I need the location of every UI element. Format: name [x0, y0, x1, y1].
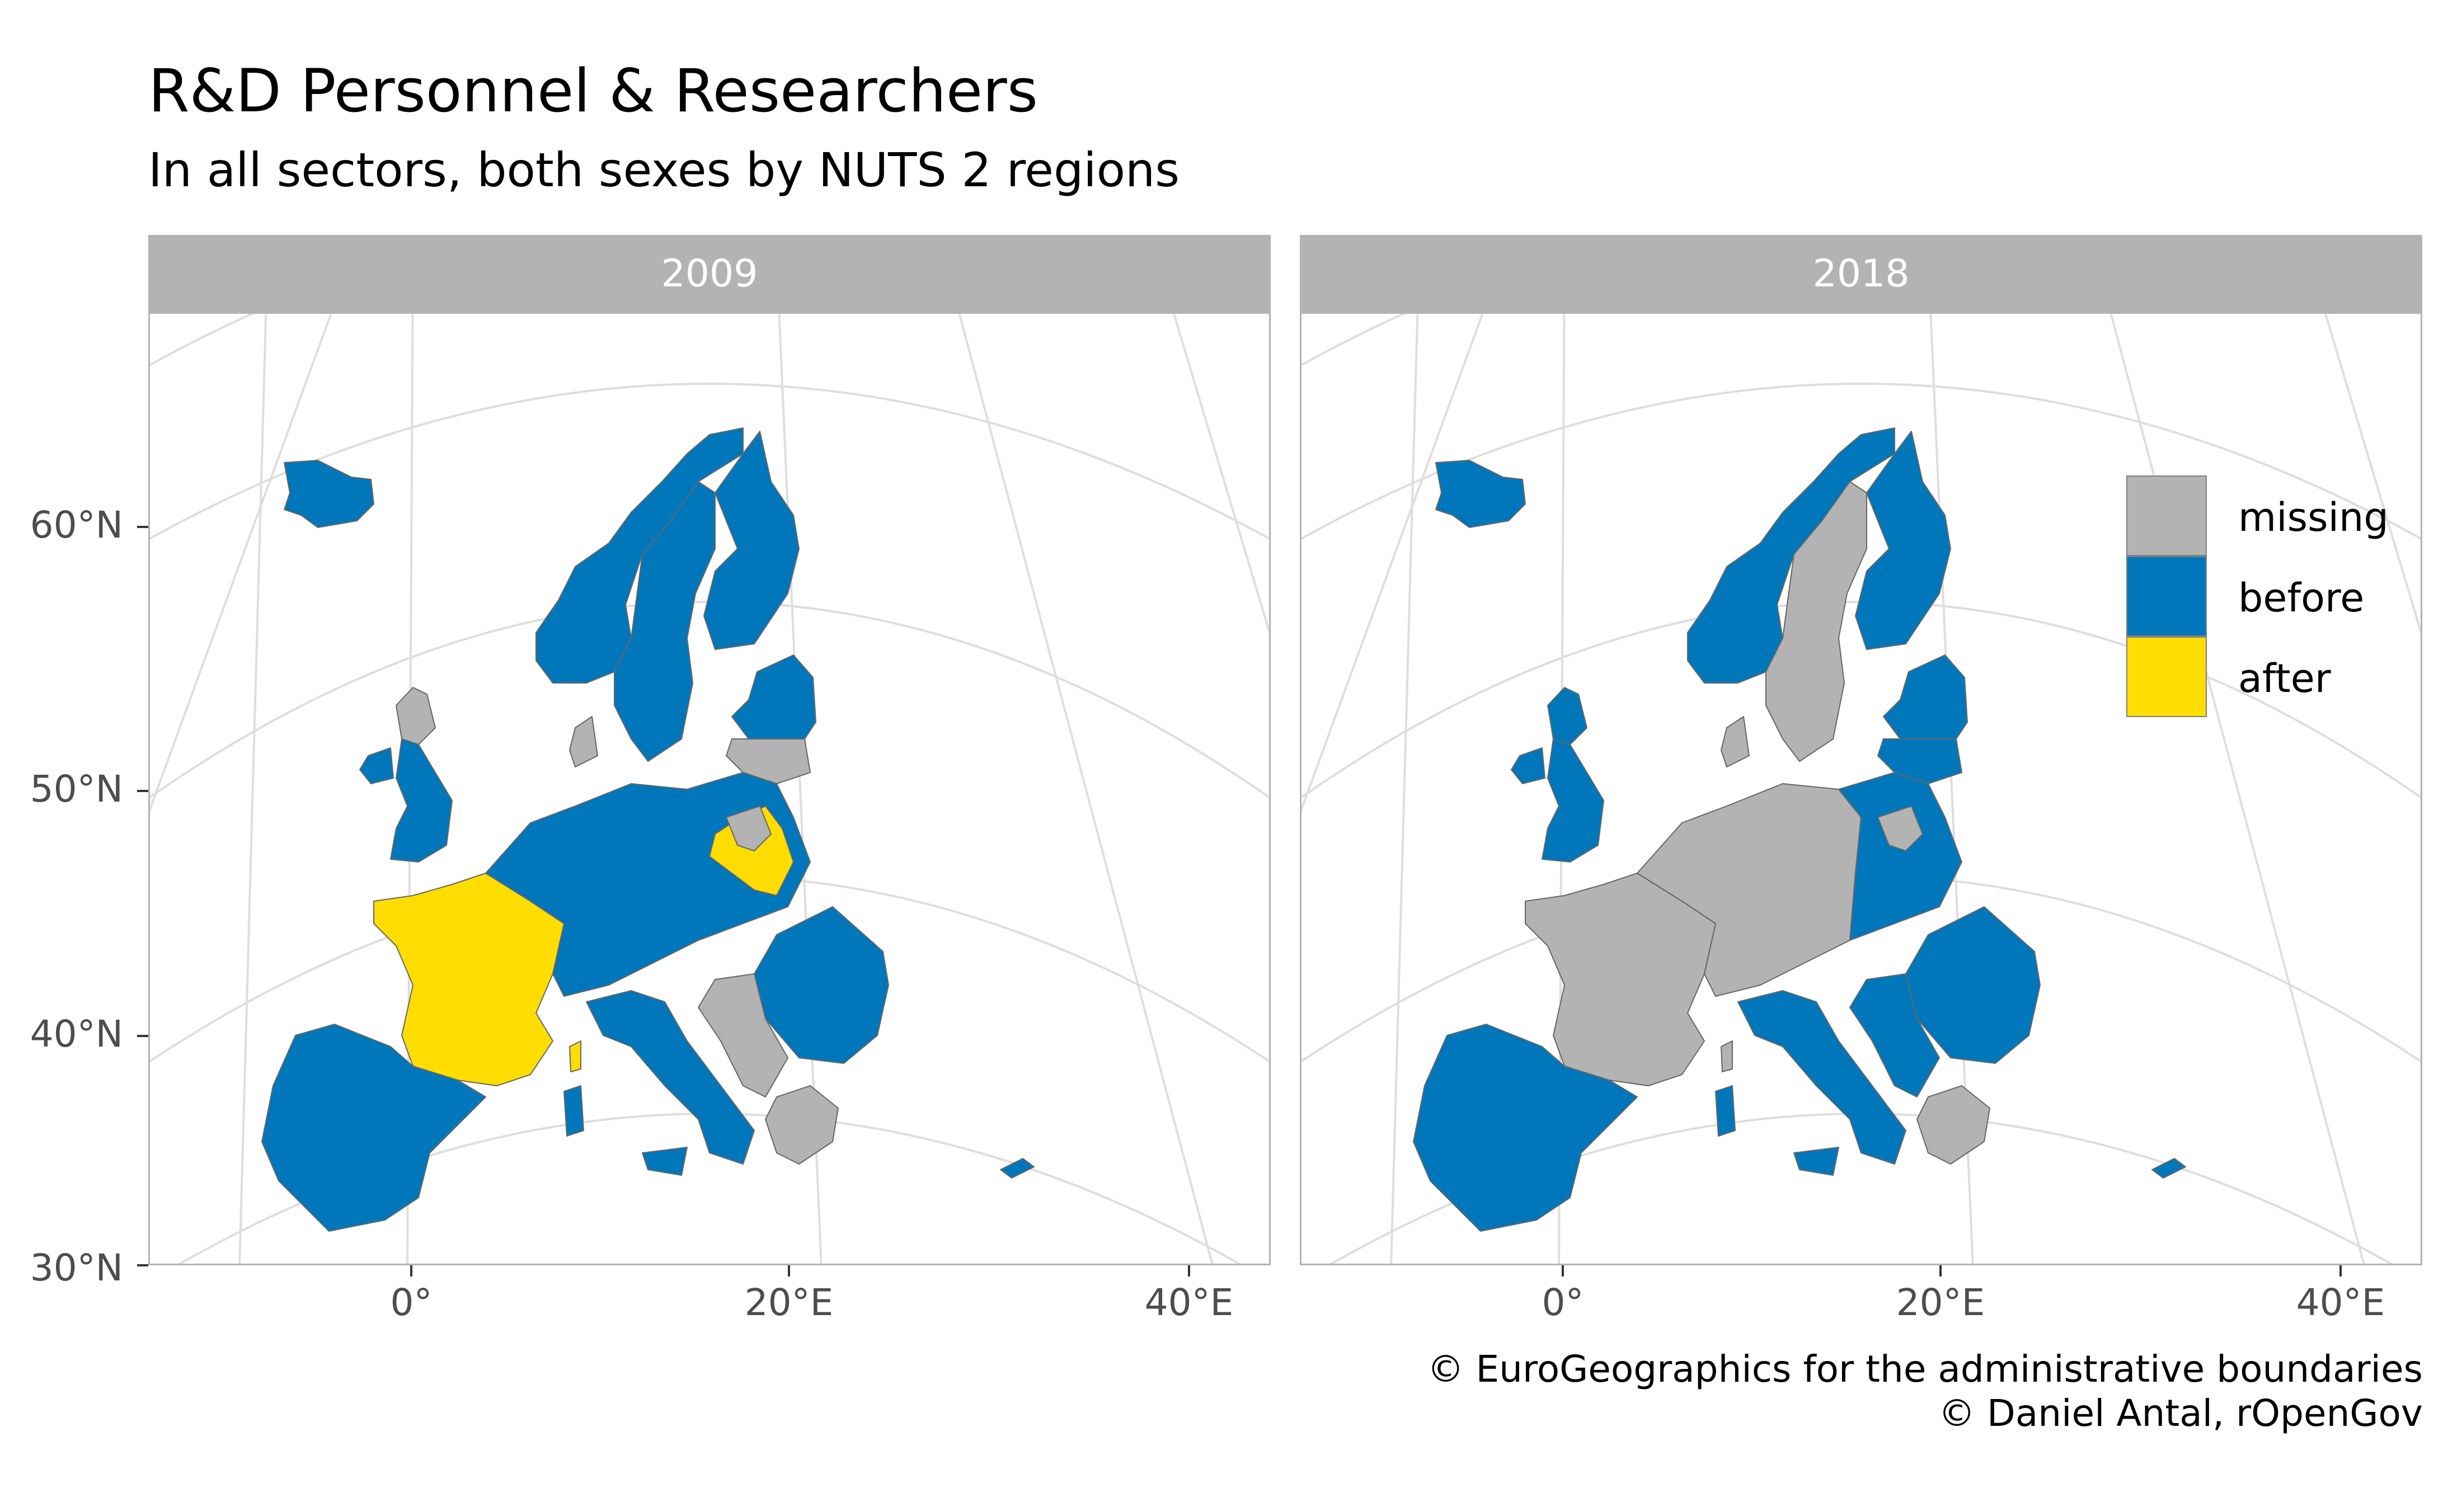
region-sweden	[1765, 481, 1867, 762]
map-panel-2018	[1300, 312, 2422, 1265]
region-western-balkans	[698, 973, 788, 1098]
region-finland	[703, 431, 800, 650]
region-greece	[765, 1085, 839, 1165]
region-scotland	[1547, 687, 1587, 745]
y-tick	[137, 790, 148, 792]
caption-line-2: © Daniel Antal, rOpenGov	[1938, 1392, 2423, 1435]
region-iceland	[1435, 460, 1526, 528]
legend-swatch-missing	[2126, 475, 2207, 556]
region-corsica	[569, 1040, 581, 1072]
region-cyprus	[1000, 1158, 1035, 1179]
region-france	[1525, 873, 1716, 1086]
x-axis-label-40e: 40°E	[1144, 1281, 1234, 1324]
legend-item-before: before	[2126, 556, 2448, 637]
regions	[261, 427, 1035, 1232]
region-uk	[1542, 738, 1604, 863]
region-corsica	[1721, 1040, 1733, 1072]
region-spain-portugal	[1413, 1024, 1638, 1232]
region-spain-portugal	[261, 1024, 486, 1232]
x-axis-label-0: 0°	[390, 1281, 433, 1324]
region-baltics	[731, 654, 816, 739]
regions	[1413, 427, 2186, 1232]
region-poland-core	[726, 806, 772, 851]
region-greece	[1916, 1085, 1990, 1165]
x-tick	[1939, 1265, 1942, 1277]
region-ireland	[359, 747, 394, 784]
x-tick	[788, 1265, 790, 1277]
legend-label-after: after	[2238, 656, 2331, 701]
region-denmark	[569, 716, 598, 767]
legend-swatch-after	[2126, 637, 2207, 717]
region-uk	[390, 738, 453, 863]
region-sardinia	[563, 1085, 584, 1137]
region-finland	[1855, 431, 1951, 650]
region-italy	[586, 990, 755, 1165]
map-svg-2009	[150, 314, 1269, 1264]
legend-label-missing: missing	[2238, 494, 2389, 540]
y-tick	[137, 1264, 148, 1266]
region-france	[373, 873, 565, 1086]
x-tick	[1562, 1265, 1564, 1277]
y-axis-label-30n: 30°N	[30, 1246, 123, 1289]
x-axis-label-20e: 20°E	[744, 1281, 834, 1324]
region-poland-core	[1877, 806, 1923, 851]
region-denmark	[1721, 716, 1750, 767]
region-cyprus	[2151, 1158, 2186, 1179]
region-sicily	[642, 1147, 688, 1176]
x-axis-label-20e: 20°E	[1896, 1281, 1985, 1324]
region-baltics	[1883, 654, 1968, 739]
caption-line-1: © EuroGeographics for the administrative…	[1427, 1348, 2423, 1391]
map-svg-2018	[1301, 314, 2421, 1264]
y-axis-label-50n: 50°N	[30, 767, 123, 811]
x-axis-label-40e: 40°E	[2296, 1281, 2385, 1324]
region-sardinia	[1715, 1085, 1736, 1137]
x-axis-label-0: 0°	[1542, 1281, 1584, 1324]
y-tick	[137, 1035, 148, 1037]
y-tick	[137, 526, 148, 528]
region-ireland	[1511, 747, 1545, 784]
legend-item-missing: missing	[2126, 475, 2448, 556]
region-sicily	[1793, 1147, 1839, 1176]
region-scotland	[396, 687, 436, 745]
region-italy	[1737, 990, 1906, 1165]
region-iceland	[284, 460, 374, 528]
y-axis-label-60n: 60°N	[30, 503, 123, 547]
x-tick	[2339, 1265, 2342, 1277]
legend-label-before: before	[2238, 575, 2365, 621]
y-axis-label-40n: 40°N	[30, 1012, 123, 1056]
caption: © EuroGeographics for the administrative…	[1427, 1347, 2423, 1435]
x-tick	[1188, 1265, 1190, 1277]
chart-subtitle: In all sectors, both sexes by NUTS 2 reg…	[148, 143, 1180, 197]
x-tick	[410, 1265, 412, 1277]
chart-title: R&D Personnel & Researchers	[148, 56, 1038, 125]
panel-strip-2018: 2018	[1300, 235, 2422, 312]
region-sweden	[614, 481, 716, 762]
legend-item-after: after	[2126, 637, 2448, 717]
region-western-balkans	[1849, 973, 1940, 1098]
map-panel-2009	[148, 312, 1271, 1265]
region-poland	[1838, 772, 1962, 941]
panel-strip-2009: 2009	[148, 235, 1271, 312]
legend-swatch-before	[2126, 556, 2207, 637]
